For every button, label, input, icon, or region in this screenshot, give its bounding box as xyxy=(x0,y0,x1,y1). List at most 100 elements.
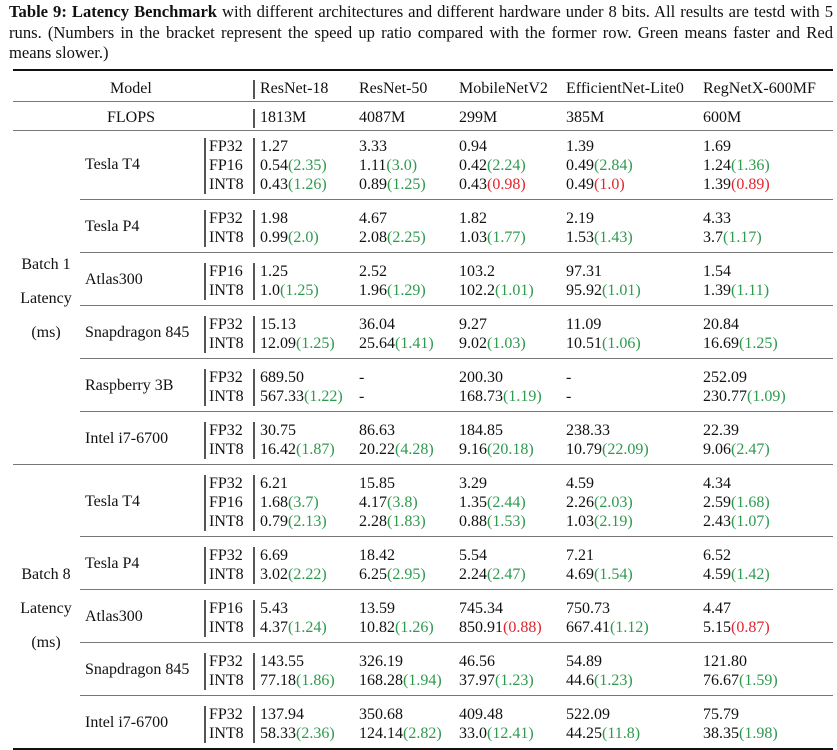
speedup-ratio-faster: (1.03) xyxy=(487,335,526,352)
speedup-ratio-slower: (1.0) xyxy=(594,176,625,193)
latency-value: 4.59 xyxy=(566,474,594,493)
speedup-ratio-slower: (0.87) xyxy=(731,619,770,636)
latency-value: 168.28(1.94) xyxy=(359,671,442,690)
latency-value: 0.43(0.98) xyxy=(459,175,526,194)
latency-number: 124.14 xyxy=(359,725,403,742)
speedup-ratio-faster: (1.98) xyxy=(739,725,778,742)
speedup-ratio-faster: (2.13) xyxy=(288,513,327,530)
speedup-ratio-faster: (2.22) xyxy=(288,566,327,583)
latency-value: 44.25(11.8) xyxy=(566,724,640,743)
latency-number: 168.73 xyxy=(459,388,503,405)
latency-number: - xyxy=(566,369,572,386)
latency-value: - xyxy=(566,368,571,387)
latency-number: 18.42 xyxy=(359,547,395,564)
batch-label: (ms) xyxy=(31,323,61,341)
caption-label: Table 9: xyxy=(9,2,67,21)
hardware-name: Atlas300 xyxy=(85,607,143,625)
latency-value: 33.0(12.41) xyxy=(459,724,534,743)
latency-value: 1.11(3.0) xyxy=(359,156,417,175)
speedup-ratio-faster: (4.28) xyxy=(395,441,434,458)
speedup-ratio-faster: (2.47) xyxy=(487,566,526,583)
latency-number: 1.11 xyxy=(359,157,387,174)
latency-number: 6.25 xyxy=(359,566,387,583)
latency-number: 10.79 xyxy=(566,441,602,458)
latency-number: 10.82 xyxy=(359,619,395,636)
column-divider xyxy=(253,138,255,194)
speedup-ratio-faster: (1.25) xyxy=(280,282,319,299)
speedup-ratio-faster: (1.54) xyxy=(594,566,633,583)
latency-value: 1.0(1.25) xyxy=(260,281,319,300)
speedup-ratio-slower: (0.89) xyxy=(731,176,770,193)
latency-number: 20.22 xyxy=(359,441,395,458)
latency-value: 18.42 xyxy=(359,546,395,565)
latency-value: 1.69 xyxy=(703,137,731,156)
latency-value: 667.41(1.12) xyxy=(566,618,649,637)
latency-number: 252.09 xyxy=(703,369,747,386)
latency-number: 0.99 xyxy=(260,229,288,246)
speedup-ratio-faster: (12.41) xyxy=(487,725,534,742)
table-rule xyxy=(13,130,833,131)
latency-number: 1.54 xyxy=(703,263,731,280)
latency-value: 15.13 xyxy=(260,315,296,334)
latency-number: 4.67 xyxy=(359,210,387,227)
latency-value: 2.26(2.03) xyxy=(566,493,633,512)
speedup-ratio-faster: (1.17) xyxy=(723,229,762,246)
latency-value: 4.33 xyxy=(703,209,731,228)
hardware-name: Snapdragon 845 xyxy=(85,323,190,341)
latency-number: 11.09 xyxy=(566,316,602,333)
latency-number: 409.48 xyxy=(459,706,503,723)
latency-number: 25.64 xyxy=(359,335,395,352)
latency-value: 38.35(1.98) xyxy=(703,724,778,743)
precision-label: FP16 xyxy=(209,263,243,280)
table-rule xyxy=(80,252,833,253)
latency-value: 0.89(1.25) xyxy=(359,175,426,194)
speedup-ratio-faster: (2.47) xyxy=(731,441,770,458)
latency-number: 1.27 xyxy=(260,138,288,155)
speedup-ratio-faster: (2.03) xyxy=(594,494,633,511)
latency-number: 667.41 xyxy=(566,619,610,636)
latency-value: 1.03(2.19) xyxy=(566,512,633,531)
latency-value: 3.7(1.17) xyxy=(703,228,762,247)
latency-number: 37.97 xyxy=(459,672,495,689)
latency-value: 2.59(1.68) xyxy=(703,493,770,512)
speedup-ratio-faster: (2.84) xyxy=(594,157,633,174)
hardware-name: Tesla T4 xyxy=(85,493,141,510)
latency-value: - xyxy=(359,368,364,387)
latency-value: 1.68(3.7) xyxy=(260,493,319,512)
latency-number: 121.80 xyxy=(703,653,747,670)
table-rule xyxy=(80,199,833,200)
latency-number: 0.43 xyxy=(459,176,487,193)
latency-value: 1.35(2.44) xyxy=(459,493,526,512)
latency-number: 1.03 xyxy=(459,229,487,246)
latency-value: 121.80 xyxy=(703,652,747,671)
latency-number: 38.35 xyxy=(703,725,739,742)
latency-value: 6.21 xyxy=(260,474,288,493)
speedup-ratio-faster: (1.41) xyxy=(395,335,434,352)
precision-label: INT8 xyxy=(209,566,244,583)
speedup-ratio-faster: (1.23) xyxy=(495,672,534,689)
precision-label: FP32 xyxy=(209,422,243,439)
batch-label: (ms) xyxy=(31,634,61,651)
latency-number: 522.09 xyxy=(566,706,610,723)
latency-number: 6.69 xyxy=(260,547,288,564)
table-rule xyxy=(13,464,833,465)
precision-label: FP16 xyxy=(209,157,243,174)
batch-label: Batch 8 xyxy=(21,566,71,583)
flops-value: 1813M xyxy=(260,109,307,126)
caption-text: with different architectures and differe… xyxy=(9,2,833,62)
latency-value: 137.94 xyxy=(260,705,304,724)
latency-number: 76.67 xyxy=(703,672,739,689)
latency-number: 2.52 xyxy=(359,263,387,280)
latency-value: 326.19 xyxy=(359,652,403,671)
speedup-ratio-faster: (2.0) xyxy=(288,229,319,246)
latency-number: 1.98 xyxy=(260,210,288,227)
precision-label: FP16 xyxy=(209,600,243,617)
latency-value: 75.79 xyxy=(703,705,739,724)
column-divider xyxy=(253,706,255,743)
table-rule xyxy=(80,305,833,306)
latency-value: 0.42(2.24) xyxy=(459,156,526,175)
latency-number: 143.55 xyxy=(260,653,304,670)
precision-label: FP32 xyxy=(209,210,243,227)
latency-value: 238.33 xyxy=(566,421,610,440)
latency-number: 97.31 xyxy=(566,263,602,280)
